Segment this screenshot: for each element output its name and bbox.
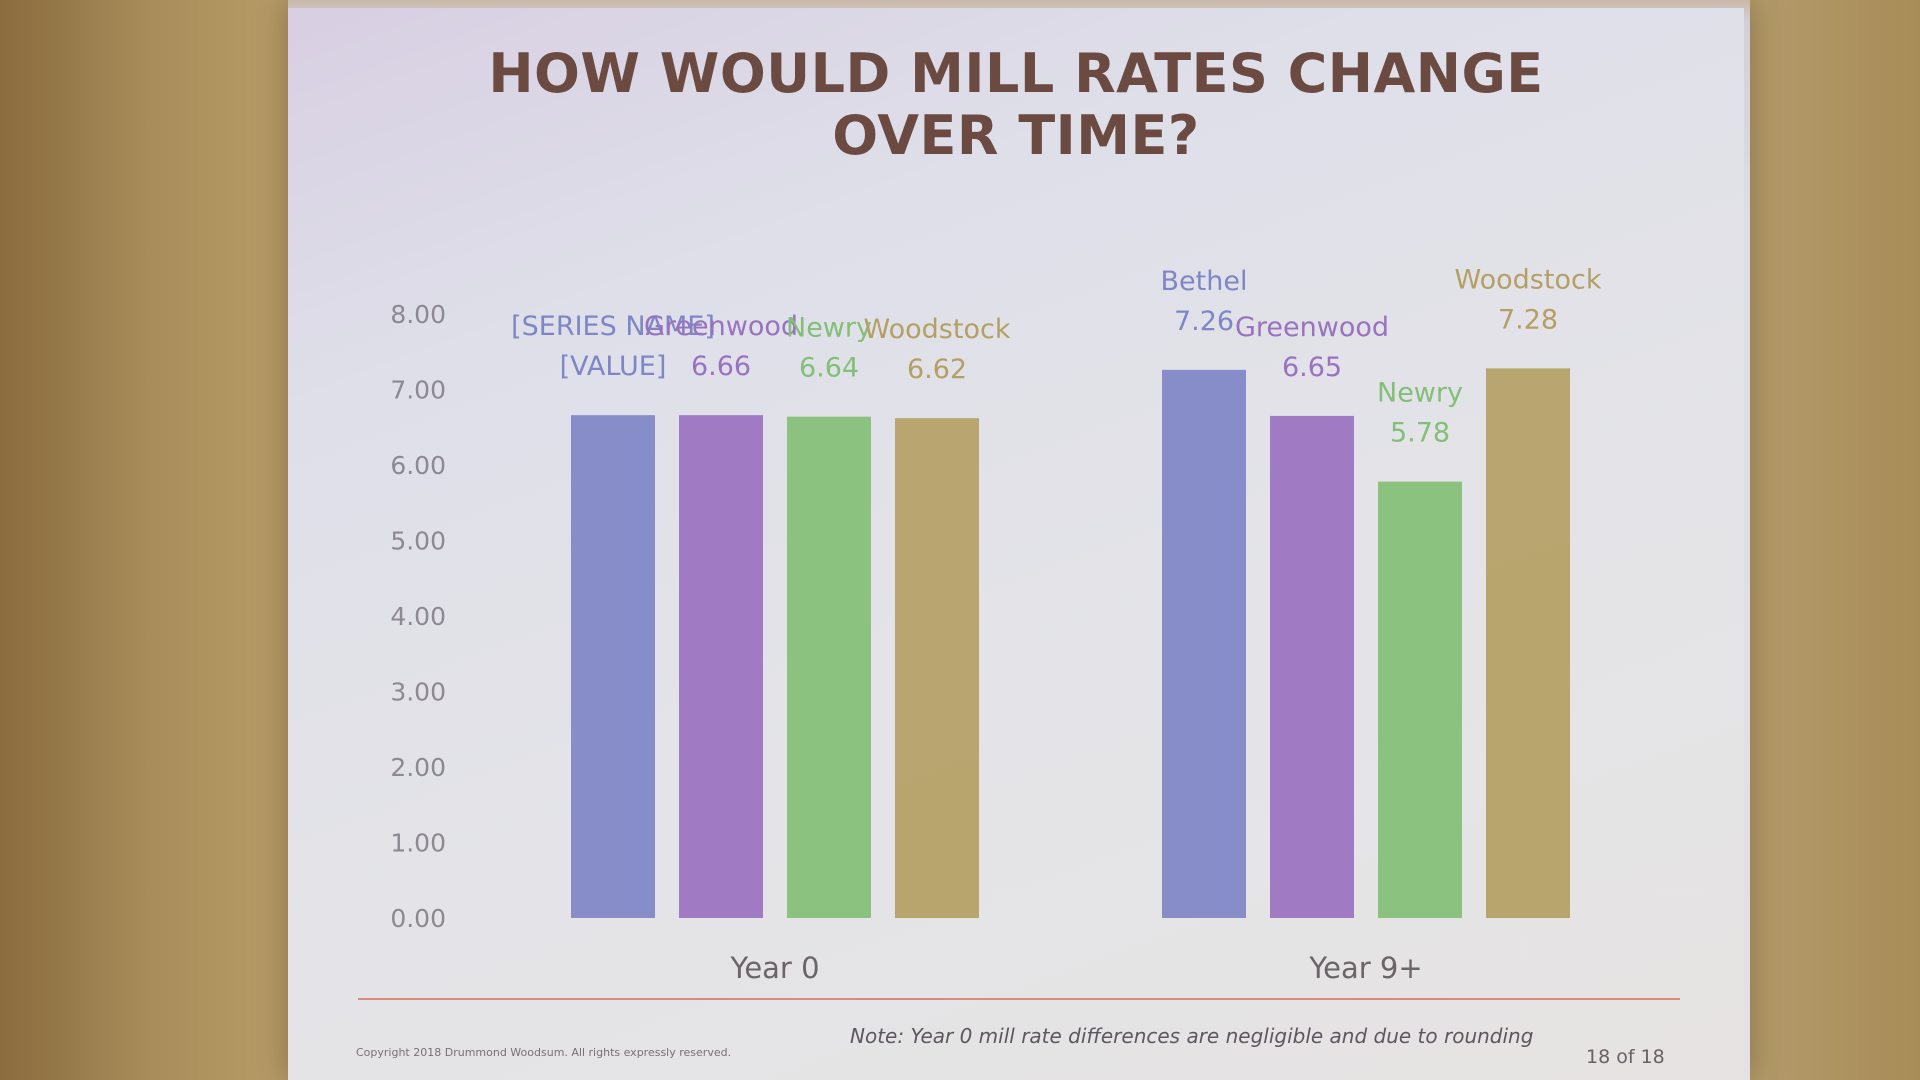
copyright-text: Copyright 2018 Drummond Woodsum. All rig… — [356, 1046, 732, 1059]
data-label-name: Woodstock — [864, 314, 1011, 345]
bar-greenwood-1 — [679, 415, 763, 918]
bar-woodstock-1 — [895, 418, 979, 918]
y-tick-label: 6.00 — [390, 451, 446, 480]
slide-title-line2: OVER TIME? — [832, 104, 1200, 167]
data-label-name: Woodstock — [1455, 264, 1602, 295]
bar-greenwood-2 — [1270, 415, 1354, 918]
data-label-value: [VALUE] — [560, 351, 667, 382]
bar-bethel-2 — [1162, 369, 1246, 918]
y-tick-label: 0.00 — [390, 904, 446, 933]
y-tick-label: 3.00 — [390, 678, 446, 707]
y-tick-label: 8.00 — [390, 300, 446, 329]
bar-woodstock-2 — [1486, 368, 1570, 918]
data-label-value: 7.28 — [1498, 304, 1558, 335]
footnote: Note: Year 0 mill rate differences are n… — [850, 1024, 1534, 1048]
data-label-name: Newry — [1377, 378, 1463, 409]
y-tick-label: 2.00 — [390, 753, 446, 782]
x-category-label: Year 9+ — [1308, 951, 1422, 985]
data-label-name: Greenwood — [644, 311, 798, 342]
y-tick-label: 7.00 — [390, 376, 446, 405]
y-tick-label: 1.00 — [390, 829, 446, 858]
data-label-value: 6.65 — [1282, 352, 1342, 383]
x-category-label: Year 0 — [729, 951, 819, 985]
data-label-name: Bethel — [1161, 266, 1248, 297]
footer-divider — [358, 998, 1680, 1000]
data-label-value: 6.66 — [691, 351, 751, 382]
slide-title-line1: HOW WOULD MILL RATES CHANGE — [488, 42, 1544, 105]
data-label-value: 6.62 — [907, 354, 967, 385]
y-tick-label: 4.00 — [390, 602, 446, 631]
bar-newry-2 — [1378, 481, 1462, 918]
y-tick-label: 5.00 — [390, 527, 446, 556]
data-label-value: 7.26 — [1174, 306, 1234, 337]
data-label-name: Newry — [786, 313, 872, 344]
data-label-name: Greenwood — [1235, 312, 1389, 343]
bar-newry-1 — [787, 416, 871, 918]
bar-bethel-1 — [571, 415, 655, 918]
page-number: 18 of 18 — [1586, 1046, 1665, 1068]
data-label-name: [SERIES NAME] — [511, 311, 715, 342]
data-label-value: 5.78 — [1390, 418, 1450, 449]
data-label-value: 6.64 — [799, 353, 859, 384]
